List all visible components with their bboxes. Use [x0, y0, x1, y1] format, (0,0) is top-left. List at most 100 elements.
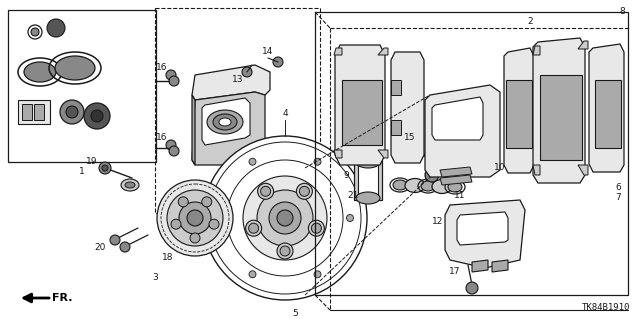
Circle shape — [157, 180, 233, 256]
Ellipse shape — [219, 118, 231, 126]
Text: 13: 13 — [232, 76, 244, 85]
Text: 6: 6 — [615, 183, 621, 192]
Circle shape — [84, 103, 110, 129]
Text: 20: 20 — [94, 243, 106, 253]
Text: 12: 12 — [432, 218, 444, 226]
Text: 19: 19 — [86, 158, 98, 167]
Text: 3: 3 — [152, 273, 158, 283]
Text: 16: 16 — [156, 63, 168, 72]
Bar — [391, 120, 401, 135]
Polygon shape — [202, 98, 250, 145]
Text: 1: 1 — [79, 167, 85, 176]
Polygon shape — [192, 92, 265, 165]
Text: 18: 18 — [163, 254, 173, 263]
Text: 2: 2 — [527, 18, 533, 26]
Polygon shape — [334, 48, 342, 55]
Circle shape — [242, 67, 252, 77]
Bar — [34, 104, 44, 120]
Circle shape — [216, 214, 223, 221]
Polygon shape — [578, 165, 588, 175]
Circle shape — [66, 106, 78, 118]
Polygon shape — [432, 97, 483, 140]
Polygon shape — [334, 150, 342, 158]
Text: FR.: FR. — [52, 293, 72, 303]
Circle shape — [171, 219, 181, 229]
Ellipse shape — [356, 156, 380, 168]
Polygon shape — [440, 175, 472, 185]
Text: 7: 7 — [615, 194, 621, 203]
Text: 16: 16 — [156, 133, 168, 143]
Polygon shape — [378, 150, 388, 158]
Polygon shape — [504, 48, 534, 173]
Text: 11: 11 — [454, 190, 466, 199]
Polygon shape — [533, 46, 540, 55]
Bar — [18, 100, 50, 124]
Circle shape — [60, 100, 84, 124]
Polygon shape — [378, 48, 388, 55]
Polygon shape — [533, 38, 585, 183]
Ellipse shape — [356, 192, 380, 204]
Polygon shape — [578, 41, 588, 49]
Circle shape — [249, 158, 256, 165]
Circle shape — [110, 235, 120, 245]
Polygon shape — [335, 45, 385, 165]
Circle shape — [257, 190, 313, 246]
Bar — [506, 80, 532, 148]
Bar — [155, 8, 320, 213]
Text: 21: 21 — [348, 191, 358, 201]
Circle shape — [314, 158, 321, 165]
Ellipse shape — [55, 56, 95, 80]
Bar — [540, 75, 582, 160]
Polygon shape — [472, 260, 488, 272]
Text: 4: 4 — [282, 108, 288, 117]
Circle shape — [466, 282, 478, 294]
Circle shape — [246, 220, 262, 236]
Ellipse shape — [405, 179, 425, 192]
Ellipse shape — [393, 180, 407, 190]
Text: 8: 8 — [619, 8, 625, 17]
Polygon shape — [192, 65, 270, 100]
Circle shape — [209, 219, 219, 229]
Bar — [22, 104, 32, 120]
Circle shape — [455, 236, 469, 250]
Bar — [391, 80, 401, 95]
Circle shape — [91, 110, 103, 122]
Bar — [342, 80, 382, 145]
Circle shape — [249, 271, 256, 278]
Ellipse shape — [207, 110, 243, 134]
Ellipse shape — [432, 180, 452, 194]
Circle shape — [273, 57, 283, 67]
Circle shape — [187, 210, 203, 226]
Text: TK84B1910: TK84B1910 — [582, 303, 630, 313]
Circle shape — [312, 223, 321, 233]
Circle shape — [99, 162, 111, 174]
Circle shape — [120, 242, 130, 252]
Circle shape — [248, 223, 259, 233]
Bar — [595, 80, 621, 148]
Circle shape — [169, 76, 179, 86]
Circle shape — [425, 168, 439, 182]
Circle shape — [190, 233, 200, 243]
Bar — [358, 164, 378, 196]
Circle shape — [167, 190, 223, 246]
Circle shape — [260, 186, 271, 196]
Circle shape — [296, 183, 312, 199]
Circle shape — [308, 220, 324, 236]
Circle shape — [202, 197, 212, 207]
Polygon shape — [457, 212, 508, 245]
Polygon shape — [192, 95, 195, 165]
Text: 15: 15 — [404, 133, 416, 143]
Text: 5: 5 — [292, 308, 298, 317]
Polygon shape — [589, 44, 624, 172]
Circle shape — [277, 210, 293, 226]
Circle shape — [166, 70, 176, 80]
Ellipse shape — [448, 182, 462, 192]
Polygon shape — [445, 200, 525, 268]
Polygon shape — [492, 260, 508, 272]
Bar — [8, 10, 156, 162]
Circle shape — [179, 202, 211, 234]
Circle shape — [346, 214, 353, 221]
Circle shape — [203, 136, 367, 300]
Circle shape — [280, 246, 290, 256]
Circle shape — [269, 202, 301, 234]
